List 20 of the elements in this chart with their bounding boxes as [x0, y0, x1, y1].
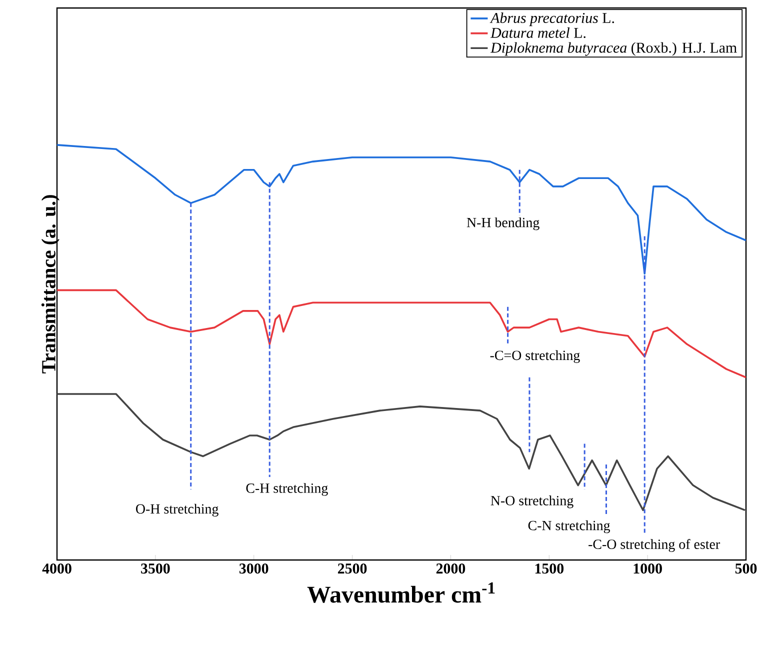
x-tick-label: 3000	[239, 564, 268, 574]
legend-label: Diploknema butyracea (Roxb.) H.J. Lam	[490, 42, 737, 56]
annotation: N-O stretching	[490, 496, 574, 508]
x-tick-label: 2500	[338, 564, 367, 574]
x-tick-label: 500	[735, 564, 757, 574]
annotation: C-N stretching	[528, 520, 610, 534]
legend-label: Datura metel L.	[490, 27, 586, 38]
y-axis-title: Transmittance (a. u.)	[41, 195, 60, 374]
annotation: C-H stretching	[246, 483, 328, 496]
annotation: -C-O stretching of ester	[588, 539, 720, 552]
x-tick-label: 2000	[436, 564, 466, 574]
x-tick-label: 3500	[141, 564, 170, 574]
x-tick-label: 1500	[535, 564, 564, 574]
x-axis-title: Wavenumber cm$^{-1}$	[307, 582, 495, 603]
annotation: -C=O stretching	[490, 350, 580, 363]
x-tick-label: 1000	[634, 564, 662, 574]
legend-label: Abrus precatorius L.	[490, 12, 614, 26]
x-tick-label: 4000	[42, 564, 72, 574]
annotation: N-H bending	[466, 217, 540, 230]
annotation: O-H stretching	[136, 504, 218, 517]
